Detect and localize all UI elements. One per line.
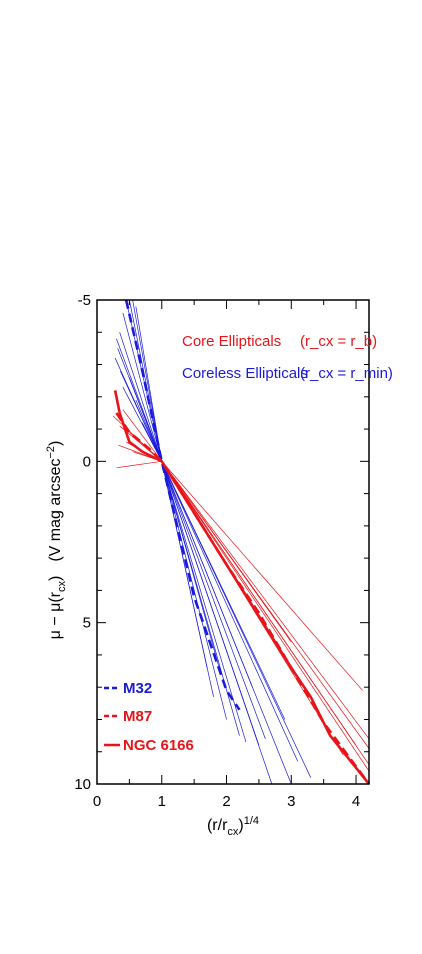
svg-text:μ − μ(rcx)(V mag arcsec−2): μ − μ(rcx)(V mag arcsec−2) [45, 441, 68, 640]
legend-m87-label: M87 [123, 708, 152, 725]
x-tick-label: 4 [352, 793, 360, 810]
series-m87 [115, 412, 371, 785]
series-core-16 [119, 425, 357, 746]
x-axis-label: (r/rcx)1/4 [207, 815, 259, 838]
legend-core-name: Core Ellipticals [182, 333, 281, 350]
series-m32 [124, 299, 241, 711]
y-axis-label: μ − μ(rcx)(V mag arcsec−2) [45, 441, 68, 640]
series-ngc-6166 [113, 390, 371, 785]
x-tick-label: 0 [93, 793, 101, 810]
plot-frame [96, 299, 370, 785]
series-coreless-9 [119, 370, 253, 688]
y-tick-label: 10 [74, 776, 91, 793]
legend-ngc6166-label: NGC 6166 [123, 737, 194, 754]
legend-bottom: M32 M87 NGC 6166 [104, 680, 194, 754]
x-tick-label: 2 [222, 793, 230, 810]
x-tick-label: 1 [158, 793, 166, 810]
series-coreless-12 [135, 399, 312, 778]
series-core-18 [122, 409, 292, 643]
series-layer [112, 299, 371, 785]
legend-coreless-def: (r_cx = r_min) [300, 365, 393, 382]
y-tick-label: -5 [78, 292, 91, 309]
y-tick-label: 0 [83, 453, 91, 470]
legend-core-def: (r_cx = r_b) [300, 333, 377, 350]
legend-coreless-name: Coreless Ellipticals [182, 365, 308, 382]
legend-m32-label: M32 [123, 680, 152, 697]
series-coreless-8 [114, 357, 221, 672]
y-tick-label: 5 [83, 615, 91, 632]
series-core-19 [125, 441, 363, 691]
legend-top: Core Ellipticals (r_cx = r_b) Coreless E… [182, 333, 393, 382]
series-core-15 [116, 460, 370, 749]
ticks-layer: 0 1 2 3 4 -5 0 5 10 [74, 292, 369, 810]
x-tick-label: 3 [287, 793, 295, 810]
